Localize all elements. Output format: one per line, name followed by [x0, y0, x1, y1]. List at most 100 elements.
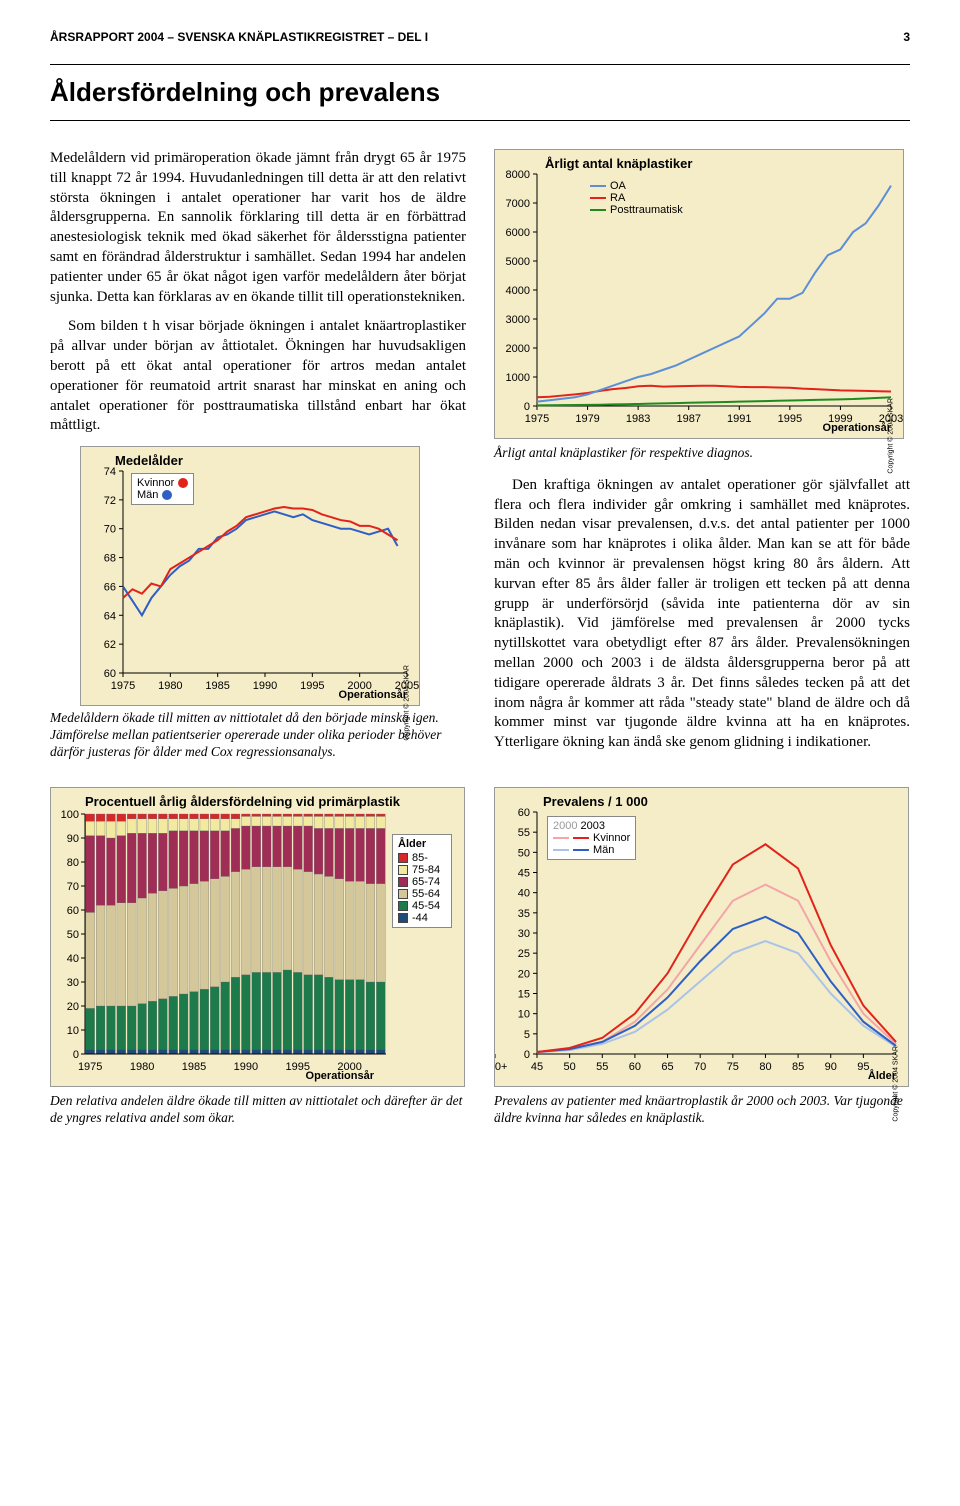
svg-text:50: 50 — [564, 1061, 576, 1073]
header-left: ÅRSRAPPORT 2004 – SVENSKA KNÄPLASTIKREGI… — [50, 30, 428, 44]
svg-text:1985: 1985 — [205, 680, 229, 692]
svg-text:70: 70 — [694, 1061, 706, 1073]
xlabel-arligt: Operationsår — [823, 422, 891, 434]
svg-text:60: 60 — [67, 905, 79, 917]
svg-text:66: 66 — [104, 582, 116, 594]
svg-text:40: 40 — [67, 953, 79, 965]
svg-text:4000: 4000 — [506, 285, 530, 297]
svg-text:1987: 1987 — [676, 413, 700, 425]
svg-text:60: 60 — [629, 1061, 641, 1073]
svg-text:70: 70 — [67, 881, 79, 893]
legend-prev-man: Män — [553, 844, 630, 856]
svg-text:100+: 100+ — [495, 1061, 507, 1073]
svg-text:10: 10 — [67, 1025, 79, 1037]
svg-text:50: 50 — [67, 929, 79, 941]
chart-procent: Procentuell årlig åldersfördelning vid p… — [50, 787, 465, 1087]
svg-text:6000: 6000 — [506, 227, 530, 239]
legend-prev-kvinnor: Kvinnor — [553, 832, 630, 844]
svg-text:1979: 1979 — [575, 413, 599, 425]
caption-prev: Prevalens av patienter med knäartroplast… — [494, 1093, 910, 1127]
svg-text:1995: 1995 — [300, 680, 324, 692]
chart-procent-title: Procentuell årlig åldersfördelning vid p… — [85, 794, 400, 809]
svg-text:1000: 1000 — [506, 372, 530, 384]
svg-text:5: 5 — [524, 1029, 530, 1041]
svg-text:2000: 2000 — [506, 343, 530, 355]
svg-text:1990: 1990 — [253, 680, 277, 692]
svg-text:15: 15 — [518, 988, 530, 1000]
xlabel-medel: Operationsår — [339, 689, 407, 701]
copyright-arligt: Copyright © 2004 SKAR — [888, 398, 895, 474]
svg-text:8000: 8000 — [506, 169, 530, 181]
svg-text:45: 45 — [531, 1061, 543, 1073]
svg-text:60: 60 — [104, 668, 116, 680]
svg-text:90: 90 — [825, 1061, 837, 1073]
svg-text:55: 55 — [596, 1061, 608, 1073]
svg-text:1985: 1985 — [182, 1061, 206, 1073]
page-number: 3 — [903, 30, 910, 44]
svg-text:35: 35 — [518, 908, 530, 920]
svg-text:7000: 7000 — [506, 198, 530, 210]
chart-arligt-title: Årligt antal knäplastiker — [545, 156, 692, 171]
chart-prevalens: Prevalens / 1 000 0 5 10 15 20 25 30 35 40 45 50 55… — [494, 787, 909, 1087]
svg-text:1990: 1990 — [234, 1061, 258, 1073]
svg-text:1991: 1991 — [727, 413, 751, 425]
para1: Medelåldern vid primäroperation ökade jä… — [50, 149, 466, 307]
svg-text:100: 100 — [61, 809, 79, 821]
svg-text:1980: 1980 — [130, 1061, 154, 1073]
legend-pt: Posttraumatisk — [590, 204, 683, 216]
svg-text:72: 72 — [104, 495, 116, 507]
svg-text:62: 62 — [104, 639, 116, 651]
svg-text:50: 50 — [518, 847, 530, 859]
svg-text:64: 64 — [104, 610, 116, 622]
svg-text:1975: 1975 — [111, 680, 135, 692]
svg-text:5000: 5000 — [506, 256, 530, 268]
chart-medelalder: Medelålder 60626466687072741975198019851… — [80, 446, 420, 706]
svg-text:1983: 1983 — [626, 413, 650, 425]
legend-man: Män — [137, 489, 188, 501]
legend-age-45-54: 45-54 — [398, 900, 446, 912]
svg-text:25: 25 — [518, 948, 530, 960]
legend-age-85-: 85- — [398, 852, 446, 864]
svg-text:0: 0 — [524, 1049, 530, 1061]
chart-prev-title: Prevalens / 1 000 — [543, 794, 648, 809]
svg-text:60: 60 — [518, 807, 530, 819]
legend-kvinnor: Kvinnor — [137, 477, 188, 489]
section-title: Åldersfördelning och prevalens — [50, 64, 910, 121]
para3: Den kraftiga ökningen av antalet operati… — [494, 476, 910, 753]
svg-text:1975: 1975 — [78, 1061, 102, 1073]
legend-oa: OA — [590, 180, 683, 192]
legend-age--44: -44 — [398, 912, 446, 924]
svg-text:70: 70 — [104, 524, 116, 536]
caption-arligt: Årligt antal knäplastiker för respektive… — [494, 445, 910, 462]
svg-text:40: 40 — [518, 887, 530, 899]
svg-text:10: 10 — [518, 1008, 530, 1020]
svg-text:20: 20 — [518, 968, 530, 980]
svg-text:1980: 1980 — [158, 680, 182, 692]
chart-medel-title: Medelålder — [115, 453, 183, 468]
svg-text:45: 45 — [518, 867, 530, 879]
svg-text:65: 65 — [661, 1061, 673, 1073]
svg-text:80: 80 — [759, 1061, 771, 1073]
caption-procent: Den relativa andelen äldre ökade till mi… — [50, 1093, 466, 1127]
legend-procent-title: Ålder — [398, 838, 446, 850]
legend-age-55-64: 55-64 — [398, 888, 446, 900]
svg-text:30: 30 — [67, 977, 79, 989]
svg-text:75: 75 — [727, 1061, 739, 1073]
legend-ra: RA — [590, 192, 683, 204]
copyright-medel: Copyright © 2004 SKAR — [404, 665, 411, 741]
svg-text:20: 20 — [67, 1001, 79, 1013]
svg-text:1995: 1995 — [778, 413, 802, 425]
svg-text:68: 68 — [104, 553, 116, 565]
svg-text:55: 55 — [518, 827, 530, 839]
legend-age-65-74: 65-74 — [398, 876, 446, 888]
legend-age-75-84: 75-84 — [398, 864, 446, 876]
xlabel-procent: Operationsår — [306, 1070, 374, 1082]
svg-text:85: 85 — [792, 1061, 804, 1073]
svg-text:0: 0 — [73, 1049, 79, 1061]
copyright-prev: Copyright © 2004 SKAR — [893, 1046, 900, 1122]
chart-arligt: Årligt antal knäplastiker 01000200030004… — [494, 149, 904, 439]
svg-text:0: 0 — [524, 401, 530, 413]
svg-text:1975: 1975 — [525, 413, 549, 425]
svg-text:30: 30 — [518, 928, 530, 940]
svg-text:90: 90 — [67, 833, 79, 845]
